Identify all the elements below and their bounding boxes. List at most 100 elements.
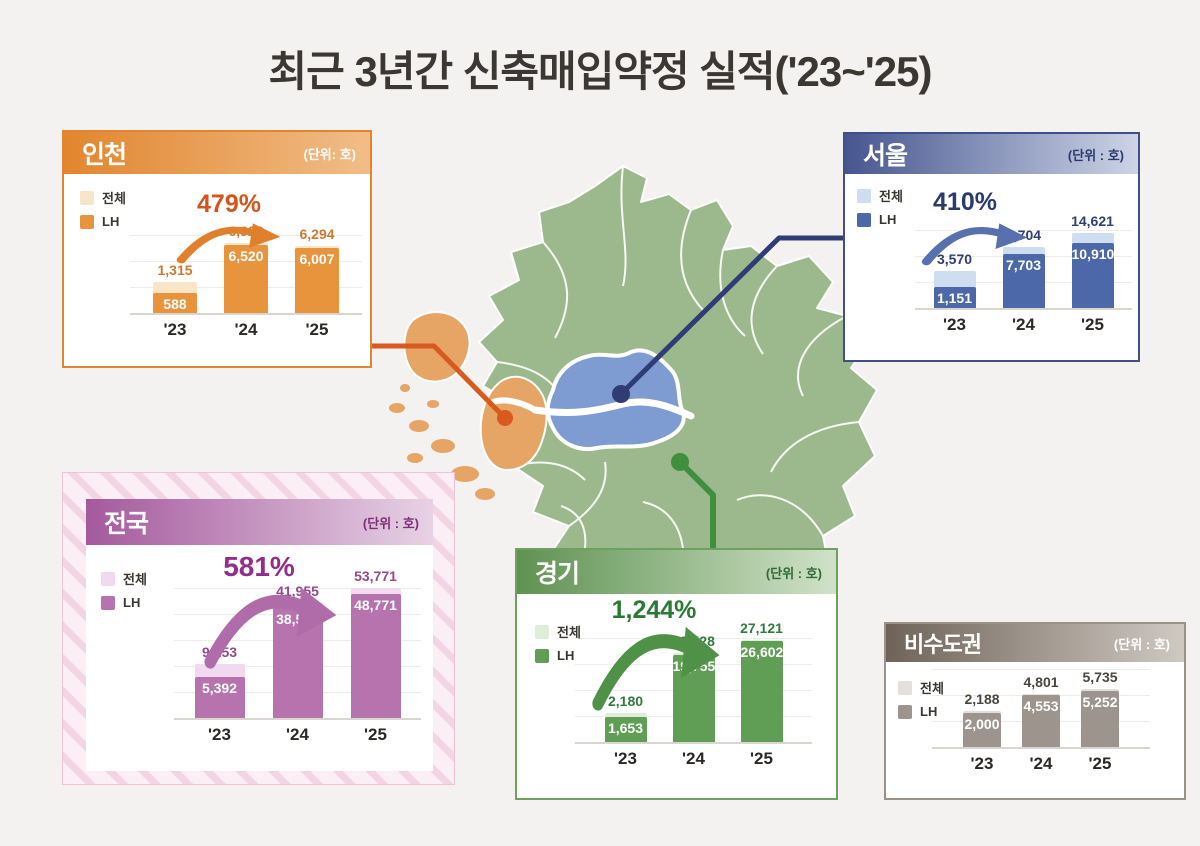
- year-axis-label: '23: [943, 315, 966, 334]
- legend-label: LH: [920, 704, 938, 719]
- region-title: 경기: [535, 560, 580, 588]
- year-axis-label: '25: [1088, 754, 1112, 773]
- bar-group: 53,771 48,771: [350, 568, 401, 718]
- lh-swatch-icon: [898, 704, 912, 719]
- lh-value-label: 1,653: [607, 720, 644, 736]
- bars: 3,570 1,151 9,704 7,703 14,621 10,910: [915, 209, 1132, 310]
- year-axis: '23 '24 '25: [915, 315, 1132, 335]
- legend: 전체 LH: [101, 569, 147, 610]
- bar-group: 6,294 6,007: [295, 226, 339, 313]
- non-metro-bar-chart: 2,188 2,000 4,801 4,553 5,735 5,252 '23 '24 '25: [932, 665, 1150, 774]
- total-swatch-icon: [101, 571, 115, 586]
- year-axis: '23 '24 '25: [575, 749, 812, 769]
- bar-group: 2,180 1,653: [604, 693, 647, 742]
- incheon-panel-body: 전체 LH 479% 1,315 588 6,922 6,520 6,294 6,007 …: [64, 174, 370, 366]
- lh-value-label: 2,000: [964, 716, 1000, 732]
- lh-bar: 10,910: [1071, 243, 1115, 308]
- seoul-panel: 서울 (단위 : 호) 전체 LH 410% 3,570 1,151 9,704 7: [843, 132, 1140, 362]
- legend-item-total: 전체: [857, 186, 903, 205]
- year-axis-label: '23: [208, 725, 231, 744]
- growth-percent: 1,244%: [611, 596, 697, 624]
- total-swatch-icon: [535, 624, 549, 639]
- lh-bar: 5,392: [194, 677, 245, 718]
- lh-swatch-icon: [857, 212, 871, 227]
- legend-item-lh: LH: [898, 704, 944, 719]
- lh-value-label: 588: [163, 296, 187, 312]
- year-axis-label: '25: [305, 320, 329, 339]
- bars: 1,315 588 6,922 6,520 6,294 6,007: [130, 219, 362, 315]
- unit-label: (단위 : 호): [1067, 147, 1124, 163]
- year-axis-label: '23: [970, 754, 994, 773]
- region-title: 서울: [863, 142, 908, 170]
- region-title: 전국: [104, 510, 149, 538]
- legend-label: LH: [879, 212, 897, 227]
- total-value-label: 27,121: [740, 620, 783, 636]
- non-metro-panel-header: 비수도권 (단위 : 호): [886, 624, 1184, 662]
- year-axis-label: '25: [364, 725, 387, 744]
- total-swatch-icon: [857, 188, 871, 203]
- han-river: [531, 398, 695, 420]
- lh-bar: 1,653: [604, 717, 647, 742]
- legend-label: 전체: [123, 572, 147, 587]
- lh-bar: 588: [153, 293, 197, 313]
- non-metro-panel-body: 전체 LH 2,188 2,000 4,801 4,553 5,735 5,252 '23…: [886, 662, 1184, 798]
- legend: 전체 LH: [80, 188, 126, 229]
- legend-label: 전체: [102, 191, 126, 206]
- growth-arrow-icon: [921, 223, 1028, 266]
- bar-group: 14,621 10,910: [1071, 213, 1115, 308]
- total-value-label: 5,735: [1082, 669, 1118, 685]
- legend-item-total: 전체: [80, 188, 126, 207]
- legend-item-lh: LH: [857, 212, 903, 227]
- unit-label: (단위 : 호): [1113, 636, 1170, 652]
- lh-bar: 4,553: [1022, 695, 1060, 747]
- bar-group: 1,315 588: [153, 262, 197, 313]
- legend-item-lh: LH: [535, 648, 581, 663]
- lh-swatch-icon: [535, 648, 549, 663]
- national-panel: 전국 (단위 : 호) 전체 LH 581%: [86, 499, 433, 771]
- year-axis-label: '25: [750, 749, 773, 768]
- lh-value-label: 10,910: [1071, 246, 1115, 262]
- unit-label: (단위 : 호): [765, 565, 822, 581]
- lh-bar: 2,000: [963, 713, 1001, 747]
- legend-label: LH: [123, 595, 141, 610]
- lh-value-label: 5,392: [201, 680, 238, 696]
- year-axis: '23 '24 '25: [174, 725, 421, 745]
- bars: 2,188 2,000 4,801 4,553 5,735 5,252: [932, 665, 1150, 749]
- total-swatch-icon: [80, 190, 94, 205]
- incheon-bar-chart: 1,315 588 6,922 6,520 6,294 6,007 '23 '24 '25: [130, 219, 362, 340]
- legend-label: 전체: [557, 625, 581, 640]
- legend: 전체 LH: [857, 186, 903, 227]
- legend-item-lh: LH: [80, 214, 126, 229]
- page-title: 최근 3년간 신축매입약정 실적('23~'25): [268, 48, 933, 95]
- growth-percent: 581%: [223, 551, 295, 582]
- total-value-label: 14,621: [1071, 213, 1114, 229]
- gyeonggi-panel-header: 경기 (단위 : 호): [517, 550, 836, 594]
- lh-bar: 48,771: [350, 594, 401, 718]
- total-value-label: 1,315: [157, 262, 193, 278]
- lh-bar: 6,007: [295, 248, 339, 313]
- lh-bar: 5,252: [1081, 691, 1119, 747]
- year-axis-label: '23: [163, 320, 187, 339]
- year-axis: '23 '24 '25: [932, 754, 1150, 774]
- gyeonggi-panel-body: 전체 LH 1,244% 2,1801,65320,52819,75527,12…: [517, 594, 836, 798]
- year-axis-label: '24: [286, 725, 309, 744]
- lh-value-label: 6,007: [299, 251, 335, 267]
- legend-item-total: 전체: [898, 678, 944, 697]
- metro-area-map: [389, 165, 878, 589]
- bar-group: 2,188 2,000: [963, 691, 1001, 747]
- national-panel-frame: 전국 (단위 : 호) 전체 LH 581%: [62, 472, 455, 785]
- bar-group: 5,735 5,252: [1081, 669, 1119, 747]
- national-panel-header: 전국 (단위 : 호): [86, 499, 433, 545]
- lh-bar: 26,602: [740, 641, 783, 742]
- bar-group: 9,253 5,392: [194, 644, 245, 718]
- lh-swatch-icon: [101, 595, 115, 610]
- legend-item-total: 전체: [101, 569, 147, 588]
- seoul-panel-header: 서울 (단위 : 호): [845, 134, 1138, 174]
- year-axis-label: '24: [1012, 315, 1035, 334]
- total-value-label: 6,294: [299, 226, 335, 242]
- legend-item-lh: LH: [101, 595, 147, 610]
- total-value-label: 2,180: [607, 693, 644, 709]
- seoul-panel-body: 전체 LH 410% 3,570 1,151 9,704 7,703 14,621 10,…: [845, 174, 1138, 360]
- lh-bar: 6,520: [224, 245, 268, 313]
